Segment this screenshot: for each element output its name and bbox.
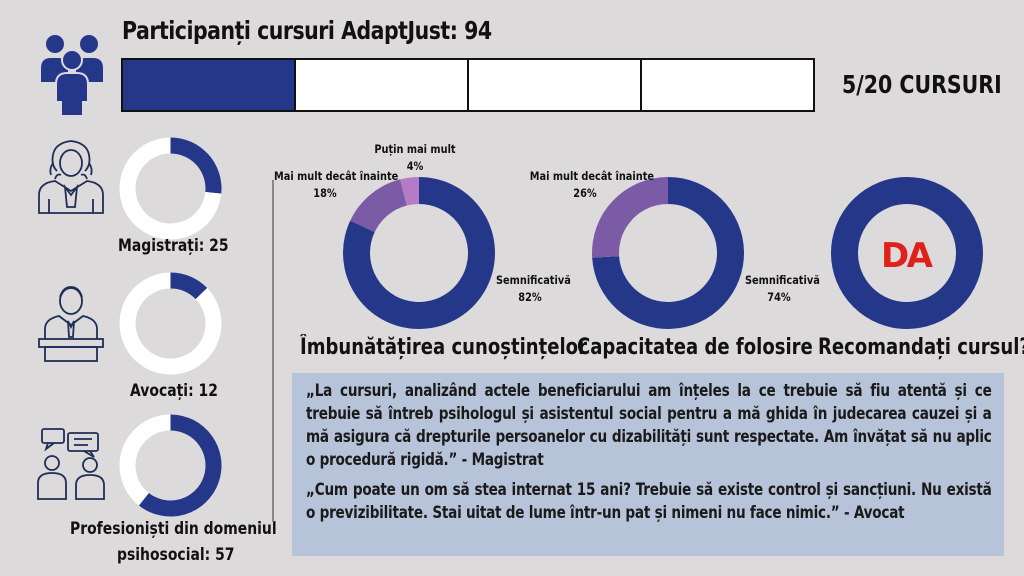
magistrati-ring [119,137,222,240]
chart2-title: Recomandați cursul? [818,335,1024,360]
chart0-title: Îmbunătățirea cunoștințelor [300,335,587,360]
progress-segment [123,60,296,110]
psihosocial-label-line2: psihosocial: 57 [117,545,235,565]
chart0-label-putin-name: Puțin mai mult [374,142,456,156]
testimonial-avocat: „Cum poate un om să stea internat 15 ani… [306,480,992,523]
avocati-ring [119,272,222,375]
progress-segment [642,60,813,110]
chart0-label-putin: Puțin mai mult 4% [373,141,458,175]
magistrati-label: Magistrați: 25 [118,236,229,256]
chart2-slice-0 [831,177,983,329]
chart0-label-maimult: Mai mult decât înainte 18% [274,168,399,202]
participant-ring-2-slice-1 [119,414,171,506]
participant-ring-1-slice-1 [119,272,222,375]
chart0-slice-0 [343,177,495,329]
chart1-label-semnificativa: Semnificativă 74% [745,272,820,306]
chart1-slice-1 [592,177,668,258]
testimonial-magistrat: „La cursuri, analizând actele beneficiar… [306,381,992,470]
chart1-label-semn-pct: 74% [767,290,791,304]
chart1-slice-0 [592,177,744,329]
testimonial-box: „La cursuri, analizând actele beneficiar… [292,373,1004,556]
psihosocial-label-line1: Profesioniști din domeniul [70,519,277,539]
participant-ring-0-slice-0 [170,137,222,194]
avocati-label: Avocați: 12 [130,381,218,401]
column-divider [272,180,274,522]
psihosocial-ring [119,414,222,517]
chart1-label-maimult-name: Mai mult decât înainte [529,169,655,183]
chart0-label-maimult-pct: 18% [313,186,337,200]
chart1-label-maimult-pct: 26% [573,186,597,200]
chart-recommend: DA [831,177,983,329]
lawyer-icon [38,286,104,362]
judge-icon [38,140,104,214]
participant-ring-0-slice-1 [119,137,222,240]
chart0-label-putin-pct: 4% [406,159,424,173]
chart0-label-maimult-name: Mai mult decât înainte [274,169,399,183]
participant-ring-2-slice-0 [138,414,222,517]
chart0-slice-2 [400,177,419,206]
chart0-label-semn-name: Semnificativă [496,273,571,287]
chart1-label-maimult: Mai mult decât înainte 26% [529,168,655,202]
chart1-label-semn-name: Semnificativă [745,273,820,287]
chart2-center-text: DA [881,236,934,276]
chart1-title: Capacitatea de folosire [577,335,813,360]
chart-usability [592,177,744,329]
chart-knowledge [343,177,495,329]
page-title: Participanți cursuri AdaptJust: 94 [122,16,492,45]
chart0-label-semnificativa: Semnificativă 82% [496,272,571,306]
progress-segment [296,60,469,110]
participant-ring-1-slice-0 [170,272,208,300]
progress-segment [469,60,642,110]
group-discussion-icon [37,428,105,500]
course-count: 5/20 CURSURI [842,70,1002,99]
chart0-label-semn-pct: 82% [518,290,542,304]
chart0-slice-1 [350,179,407,233]
people-group-icon [41,35,103,117]
course-progress-bar [121,58,815,112]
